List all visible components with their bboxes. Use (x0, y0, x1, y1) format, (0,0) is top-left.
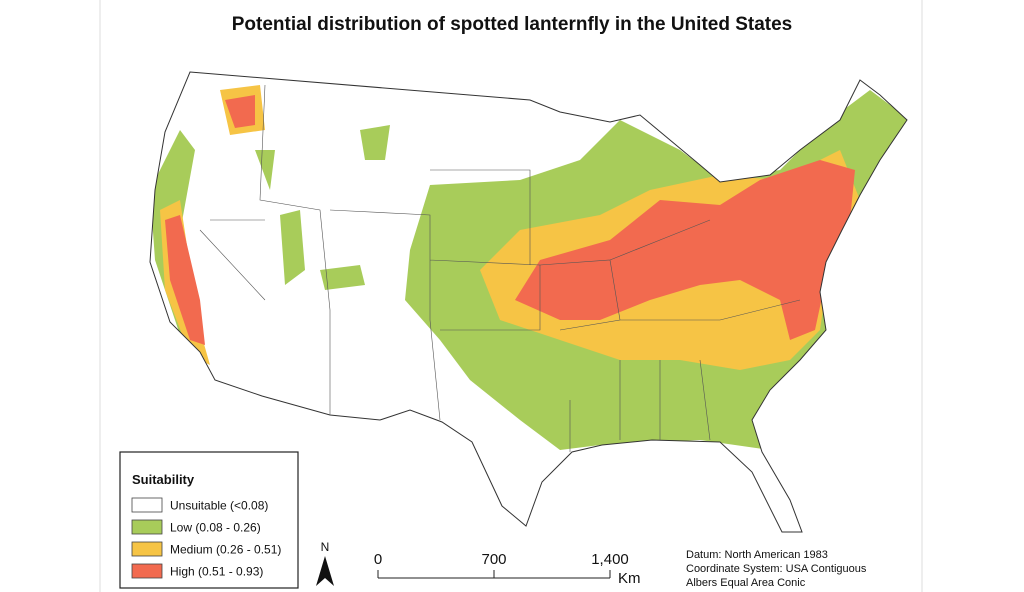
legend-swatch (131, 497, 163, 513)
legend-swatch (131, 541, 163, 557)
scale-label: 700 (481, 551, 506, 568)
legend-title: Suitability (132, 472, 195, 487)
note-line: Albers Equal Area Conic (686, 577, 806, 589)
note-line: Coordinate System: USA Contiguous (686, 563, 867, 575)
legend-label: Low (0.08 - 0.26) (170, 521, 261, 535)
legend-swatch (131, 563, 163, 579)
note-line: Datum: North American 1983 (686, 549, 828, 561)
north-arrow-shape (316, 556, 334, 586)
scale-bar: 0 700 1,400 Km (374, 551, 641, 587)
north-arrow: N (316, 540, 334, 586)
legend-label: High (0.51 - 0.93) (170, 565, 263, 579)
north-label: N (321, 540, 330, 554)
region-low (255, 125, 390, 290)
map-notes: Datum: North American 1983 Coordinate Sys… (686, 549, 867, 589)
region-high (165, 95, 255, 345)
region-high (515, 160, 855, 340)
scale-unit: Km (618, 570, 641, 587)
legend: Suitability Unsuitable (<0.08) Low (0.08 … (119, 451, 299, 589)
legend-swatch (131, 519, 163, 535)
legend-label: Unsuitable (<0.08) (170, 499, 268, 513)
legend-label: Medium (0.26 - 0.51) (170, 543, 281, 557)
scale-label: 0 (374, 551, 382, 568)
state-lines (199, 84, 801, 452)
map-title: Potential distribution of spotted lanter… (232, 14, 793, 35)
scale-label: 1,400 (591, 551, 629, 568)
